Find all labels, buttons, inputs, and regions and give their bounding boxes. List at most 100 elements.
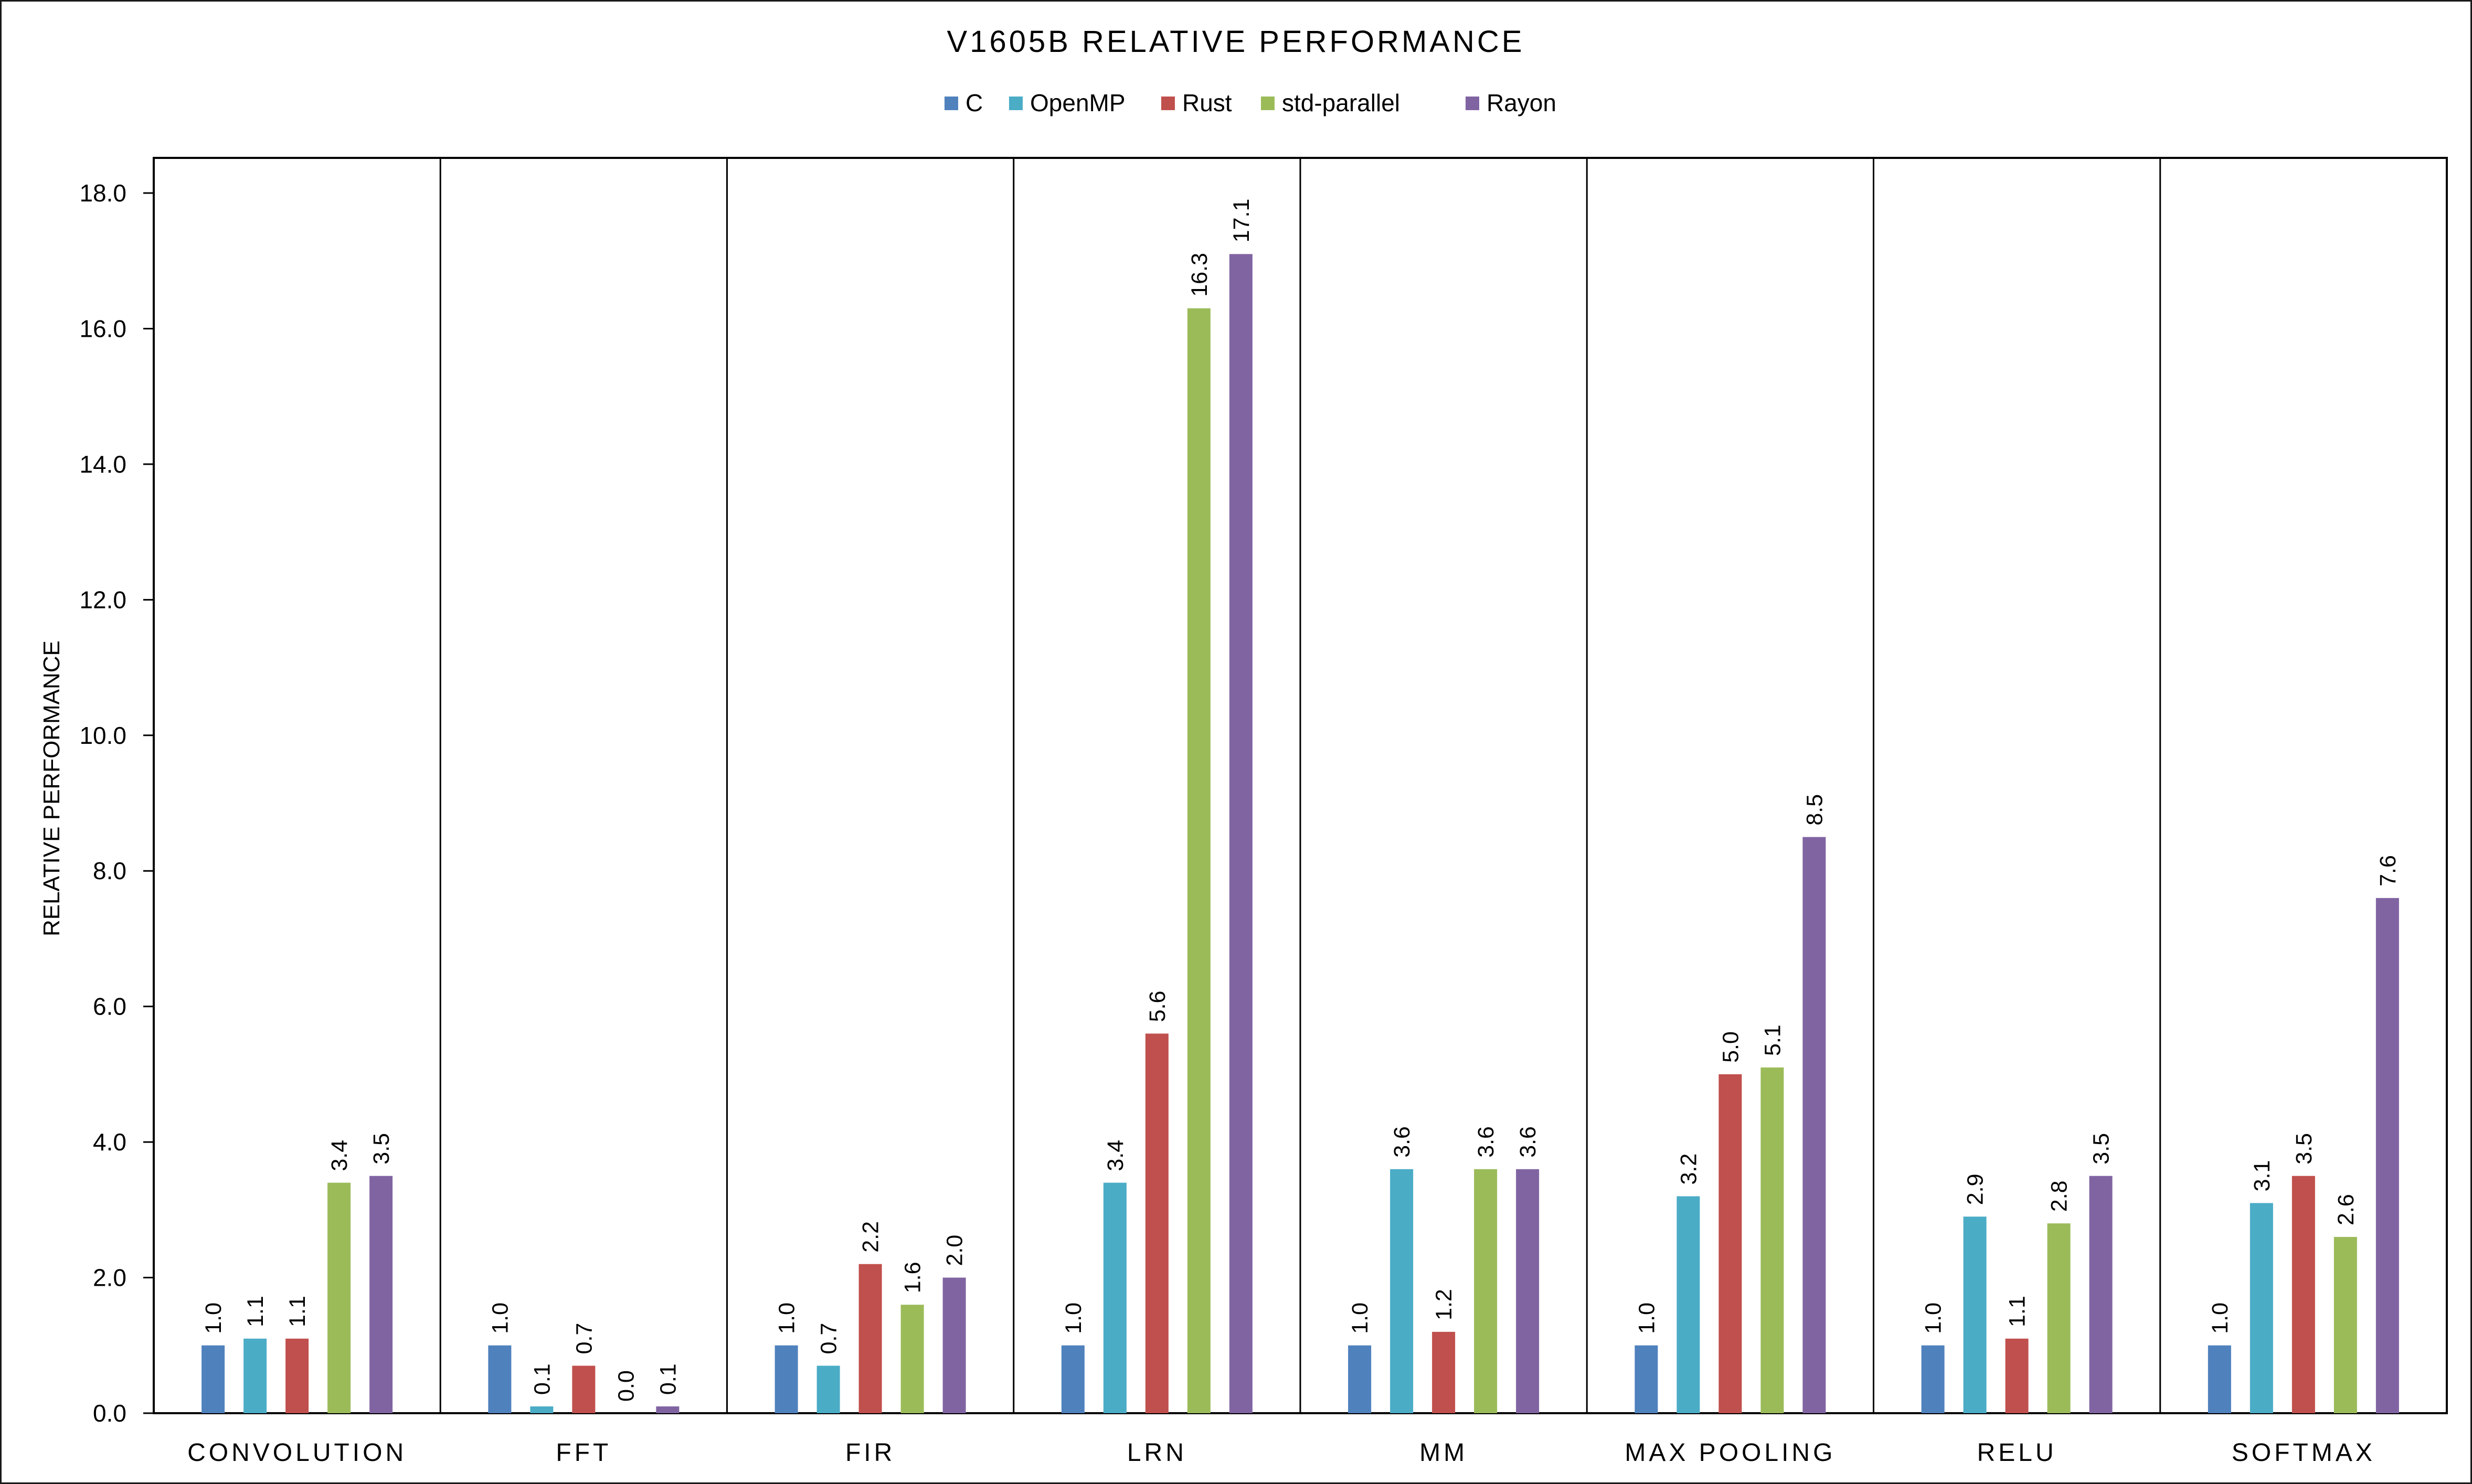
x-category-label: FIR	[845, 1439, 895, 1467]
x-category-label: CONVOLUTION	[187, 1439, 407, 1467]
y-tick-label: 10.0	[79, 722, 126, 749]
bar-rust	[1145, 1033, 1169, 1413]
data-label: 3.4	[1103, 1140, 1128, 1171]
data-label: 3.5	[2089, 1133, 2114, 1165]
data-label: 1.1	[2005, 1296, 2030, 1327]
x-category-label: SOFTMAX	[2232, 1439, 2375, 1467]
bar-c	[2208, 1345, 2231, 1413]
data-label: 1.0	[487, 1302, 513, 1334]
data-label: 1.2	[1431, 1289, 1457, 1320]
bar-c	[1635, 1345, 1658, 1413]
chart-title: V1605B RELATIVE PERFORMANCE	[947, 25, 1525, 59]
data-label: 1.1	[243, 1296, 268, 1327]
bar-c	[1921, 1345, 1945, 1413]
data-label: 1.6	[900, 1262, 926, 1293]
legend-swatch-openmp	[1009, 97, 1023, 110]
bar-std-parallel	[2047, 1223, 2071, 1413]
x-category-label: MAX POOLING	[1625, 1439, 1836, 1467]
y-tick-label: 2.0	[93, 1264, 126, 1291]
legend-label-rust: Rust	[1182, 89, 1232, 116]
data-label: 3.1	[2250, 1160, 2275, 1192]
legend-swatch-rayon	[1466, 97, 1479, 110]
data-label: 0.1	[529, 1363, 555, 1395]
bar-rayon	[656, 1406, 680, 1413]
data-label: 17.1	[1229, 199, 1254, 243]
bar-std-parallel	[1474, 1169, 1498, 1413]
bar-c	[1061, 1345, 1085, 1413]
data-label: 1.0	[1348, 1302, 1373, 1334]
legend-swatch-c	[945, 97, 958, 110]
data-label: 1.0	[1634, 1302, 1659, 1334]
data-label: 2.0	[942, 1235, 968, 1266]
bar-rust	[2005, 1338, 2029, 1413]
y-tick-label: 18.0	[79, 179, 126, 207]
bar-c	[775, 1345, 798, 1413]
bar-std-parallel	[900, 1305, 924, 1413]
data-label: 5.6	[1145, 991, 1170, 1022]
data-label: 3.4	[327, 1140, 352, 1171]
data-label: 3.2	[1676, 1154, 1701, 1185]
bar-c	[1348, 1345, 1372, 1413]
x-category-label: FFT	[556, 1439, 611, 1467]
x-category-label: RELU	[1977, 1439, 2057, 1467]
data-label: 1.0	[775, 1302, 800, 1334]
data-label: 3.6	[1515, 1126, 1541, 1158]
data-label: 1.1	[285, 1296, 310, 1327]
bar-c	[488, 1345, 512, 1413]
x-category-label: MM	[1419, 1439, 1468, 1467]
data-label: 2.2	[858, 1221, 884, 1253]
legend-label-std-parallel: std-parallel	[1282, 89, 1400, 116]
legend-swatch-std-parallel	[1261, 97, 1275, 110]
category-dividers	[439, 158, 2161, 1413]
data-label: 3.5	[2291, 1133, 2317, 1165]
data-label: 2.9	[1963, 1173, 1988, 1205]
bar-rayon	[369, 1176, 393, 1413]
bar-rust	[1432, 1331, 1456, 1413]
legend-swatch-rust	[1161, 97, 1175, 110]
bar-rayon	[1229, 254, 1253, 1413]
data-label: 1.0	[1921, 1302, 1946, 1334]
bar-openmp	[1103, 1182, 1127, 1413]
data-label: 3.6	[1389, 1126, 1415, 1158]
bar-openmp	[1390, 1169, 1414, 1413]
data-label: 3.6	[1473, 1126, 1499, 1158]
bar-marks	[201, 254, 2399, 1414]
legend-label-rayon: Rayon	[1487, 89, 1556, 116]
data-label: 1.0	[2208, 1302, 2233, 1334]
data-label: 3.5	[369, 1133, 394, 1165]
data-label: 2.6	[2333, 1194, 2359, 1225]
data-label: 16.3	[1187, 253, 1212, 297]
legend: C OpenMP Rust std-parallel Rayon	[945, 89, 1556, 116]
bar-rust	[2291, 1176, 2315, 1413]
bar-std-parallel	[327, 1182, 351, 1413]
bar-openmp	[243, 1338, 267, 1413]
bar-rayon	[942, 1277, 966, 1413]
y-tick-label: 14.0	[79, 451, 126, 478]
bar-rayon	[1516, 1169, 1540, 1413]
bar-openmp	[1677, 1196, 1700, 1413]
y-tick-label: 0.0	[93, 1400, 126, 1427]
bar-openmp	[1963, 1216, 1987, 1413]
data-label: 0.7	[816, 1323, 842, 1354]
y-tick-label: 16.0	[79, 315, 126, 342]
y-tick-label: 8.0	[93, 857, 126, 884]
data-label: 0.1	[655, 1363, 681, 1395]
y-tick-label: 12.0	[79, 586, 126, 613]
data-label: 0.7	[571, 1323, 597, 1354]
data-label: 8.5	[1802, 794, 1827, 826]
bar-rust	[285, 1338, 309, 1413]
y-tick-label: 4.0	[93, 1128, 126, 1156]
data-label: 0.0	[613, 1370, 639, 1402]
data-labels: 1.0 1.1 1.1 3.4 3.5 1.0 0.1 0.7 0.0 0.1 1.0 0.7 2.2 1…	[201, 199, 2401, 1402]
x-axis-categories: CONVOLUTION FFT FIR LRN MM MAX POOLING RELU SOF…	[187, 1439, 2375, 1467]
bar-rayon	[1802, 837, 1826, 1413]
bar-std-parallel	[2333, 1237, 2357, 1413]
bar-rayon	[2089, 1176, 2113, 1413]
data-label: 5.1	[1760, 1024, 1785, 1056]
bar-openmp	[816, 1365, 840, 1413]
bar-rust	[572, 1365, 596, 1413]
y-axis-label: RELATIVE PERFORMANCE	[39, 640, 65, 936]
data-label: 2.8	[2047, 1180, 2072, 1212]
